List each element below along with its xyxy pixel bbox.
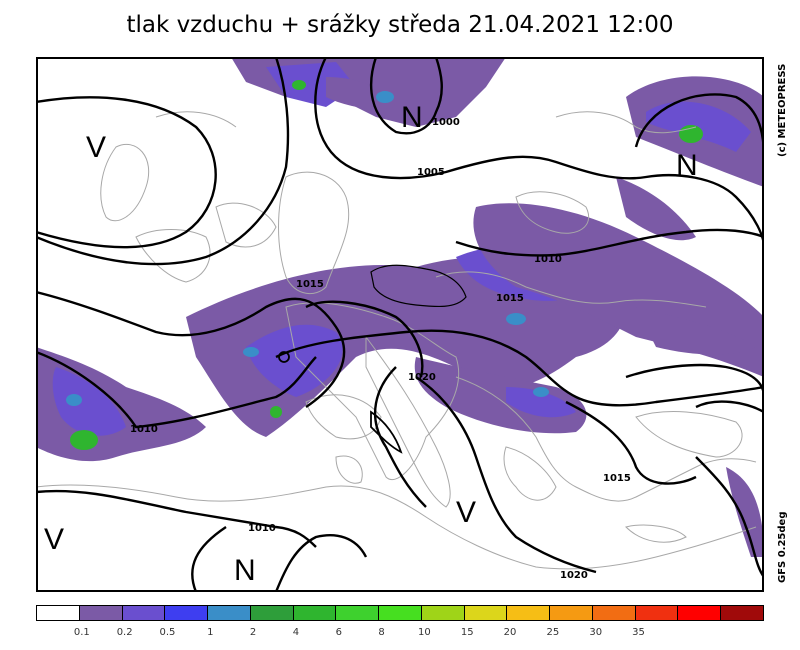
model-label: GFS 0.25deg xyxy=(777,511,788,584)
legend-tick-label: 4 xyxy=(292,627,300,638)
low-pressure-center: N xyxy=(676,149,698,182)
legend-tick-label: 8 xyxy=(378,627,385,638)
legend-tick-label: 6 xyxy=(335,627,342,638)
legend-swatch xyxy=(463,606,507,620)
legend-swatch xyxy=(720,606,764,620)
isobar-label: 1015 xyxy=(296,279,324,290)
legend-swatch xyxy=(591,606,635,620)
legend-tick-label: 10 xyxy=(418,627,431,638)
isobar-label: 1010 xyxy=(534,254,562,265)
czech-border xyxy=(370,264,467,308)
legend-swatch xyxy=(378,606,421,620)
high-pressure-center: V xyxy=(44,523,64,556)
high-pressure-center: V xyxy=(456,496,476,529)
legend-swatch xyxy=(78,606,122,620)
legend-tick-label: 0.5 xyxy=(159,627,176,638)
legend-tick-label: 15 xyxy=(460,627,474,638)
legend-tick-label: 0.2 xyxy=(116,627,133,638)
isobar-label: 1000 xyxy=(432,117,460,128)
legend-tick-label: 35 xyxy=(632,627,645,638)
legend-tick-label: 0.1 xyxy=(73,627,90,638)
legend-swatch xyxy=(634,606,678,620)
legend-swatch xyxy=(37,606,79,620)
copyright-label: (c) METEOPRESS xyxy=(777,63,788,157)
isobar-label: 1005 xyxy=(417,167,445,178)
low-pressure-center: N xyxy=(401,101,423,134)
low-pressure-center: N xyxy=(234,554,256,587)
isobar-label: 1020 xyxy=(560,570,588,581)
legend-swatch xyxy=(506,606,550,620)
isobar-label: 1015 xyxy=(603,473,631,484)
precipitation-legend xyxy=(36,605,764,621)
legend-swatch xyxy=(549,606,592,620)
legend-tick-label: 2 xyxy=(249,627,257,638)
weather-map: V N N V V N 1000 1005 1010 1015 1015 101… xyxy=(36,57,764,592)
high-pressure-center: V xyxy=(86,131,106,164)
isobar-labels: 1000 1005 1010 1015 1015 1010 1020 1015 … xyxy=(130,117,631,581)
isobar-label: 1015 xyxy=(496,293,524,304)
map-title: tlak vzduchu + srážky středa 21.04.2021 … xyxy=(126,12,674,38)
isobar-layer xyxy=(36,57,764,592)
legend-swatch xyxy=(677,606,721,620)
legend-swatch xyxy=(207,606,250,620)
legend-swatch xyxy=(420,606,464,620)
isobar-label: 1010 xyxy=(130,424,158,435)
pressure-centers: V N N V V N xyxy=(44,101,698,587)
legend-swatch xyxy=(335,606,379,620)
legend-swatch xyxy=(292,606,336,620)
legend-tick-label: 25 xyxy=(546,627,560,638)
isobar-label: 1020 xyxy=(408,372,436,383)
legend-ticks: 0.1 0.2 0.5 1 2 4 6 8 10 15 20 25 30 35 xyxy=(36,627,764,641)
legend-tick-label: 1 xyxy=(207,627,214,638)
legend-swatch xyxy=(249,606,293,620)
legend-swatch xyxy=(121,606,165,620)
legend-tick-label: 20 xyxy=(503,627,517,638)
isobar-label: 1010 xyxy=(248,523,276,534)
legend-tick-label: 30 xyxy=(589,627,603,638)
legend-swatch xyxy=(164,606,208,620)
